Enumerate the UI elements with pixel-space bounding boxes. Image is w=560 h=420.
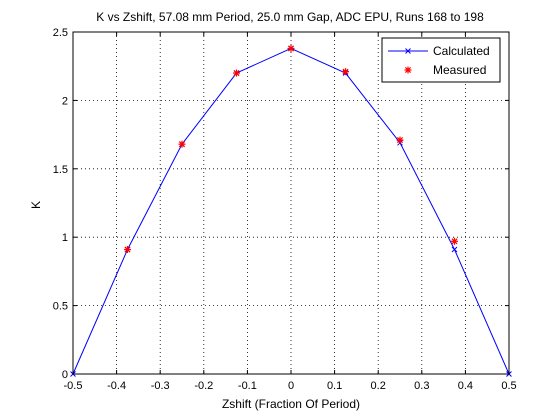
measured-point (178, 140, 186, 148)
x-axis-label: Zshift (Fraction Of Period) (222, 397, 360, 411)
series-layer (70, 44, 512, 377)
x-tick-label: 0.2 (371, 380, 386, 392)
x-tick-label: -0.4 (107, 380, 126, 392)
legend-label: Calculated (433, 44, 490, 58)
x-tick-label: -0.2 (194, 380, 213, 392)
x-tick-label: -0.3 (151, 380, 170, 392)
x-tick-label: 0 (288, 380, 294, 392)
axis-ticks: -0.5 -0.4 -0.3 -0.2 -0.1 0 0.1 0.2 0.3 0.4 0.5 0 0.5… (53, 27, 517, 392)
legend-star-marker (404, 66, 412, 74)
calculated-line (72, 47, 510, 375)
measured-point (396, 136, 404, 144)
legend: Calculated Measured (381, 37, 501, 83)
y-axis-label: K (29, 201, 43, 209)
y-tick-label: 0.5 (53, 301, 68, 313)
x-tick-label: 0.3 (414, 380, 429, 392)
measured-point (233, 69, 240, 77)
legend-box (381, 37, 501, 83)
y-tick-label: 1 (62, 232, 68, 244)
x-tick-label: -0.1 (238, 380, 257, 392)
y-tick-label: 1.5 (53, 164, 68, 176)
legend-x-marker (405, 48, 411, 54)
x-tick-label: 0.4 (458, 380, 473, 392)
legend-label: Measured (433, 63, 486, 77)
x-tick-label: 0.5 (501, 380, 516, 392)
y-tick-label: 2 (62, 95, 68, 107)
y-tick-label: 0 (62, 369, 68, 381)
measured-point (287, 44, 295, 52)
grid (73, 32, 509, 374)
measured-point (451, 237, 458, 245)
plot-frame (72, 31, 510, 375)
chart-title: K vs Zshift, 57.08 mm Period, 25.0 mm Ga… (96, 10, 484, 24)
calculated-point (451, 246, 458, 253)
x-tick-label: 0.1 (327, 380, 342, 392)
measured-point (342, 68, 349, 76)
measured-point (124, 246, 131, 254)
y-tick-label: 2.5 (53, 27, 68, 39)
x-tick-label: -0.5 (64, 380, 83, 392)
